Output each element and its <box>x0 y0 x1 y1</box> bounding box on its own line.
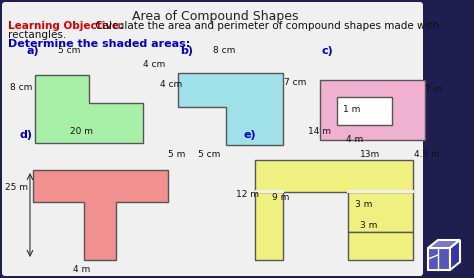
Bar <box>255 192 283 260</box>
Text: Area of Compound Shapes: Area of Compound Shapes <box>132 10 298 23</box>
Text: 4 cm: 4 cm <box>160 80 182 89</box>
Text: 7 cm: 7 cm <box>284 78 306 87</box>
FancyBboxPatch shape <box>2 2 423 276</box>
Polygon shape <box>35 75 143 143</box>
Text: 20 m: 20 m <box>71 127 93 136</box>
Text: 9 m: 9 m <box>272 193 289 202</box>
Bar <box>348 232 413 260</box>
Polygon shape <box>178 73 283 145</box>
Polygon shape <box>33 170 168 260</box>
Text: 14 m: 14 m <box>309 127 331 136</box>
Text: b): b) <box>180 46 193 56</box>
Text: Determine the shaded areas:: Determine the shaded areas: <box>8 39 190 49</box>
Bar <box>255 160 413 192</box>
Text: 8 cm: 8 cm <box>10 83 32 92</box>
Text: 13m: 13m <box>360 150 380 159</box>
Text: 5 m: 5 m <box>168 150 185 159</box>
Text: 5 cm: 5 cm <box>198 150 220 159</box>
Text: 4 cm: 4 cm <box>143 60 165 69</box>
Text: e): e) <box>244 130 256 140</box>
Text: 4.5 m: 4.5 m <box>414 150 440 159</box>
Text: 12 m: 12 m <box>236 190 259 199</box>
Text: 3 m: 3 m <box>360 221 377 230</box>
Text: 5 cm: 5 cm <box>58 46 81 55</box>
Text: Calculate the area and perimeter of compound shapes made with: Calculate the area and perimeter of comp… <box>92 21 439 31</box>
Text: 3 m: 3 m <box>355 200 373 209</box>
Text: 4 m: 4 m <box>346 135 364 144</box>
Bar <box>347 190 414 193</box>
Bar <box>337 97 392 125</box>
Polygon shape <box>450 240 460 270</box>
Text: Learning Objective:: Learning Objective: <box>8 21 123 31</box>
Text: rectangles.: rectangles. <box>8 30 66 40</box>
Bar <box>428 248 450 270</box>
Bar <box>255 190 284 193</box>
Text: 25 m: 25 m <box>5 183 28 192</box>
Text: d): d) <box>20 130 33 140</box>
Text: a): a) <box>27 46 40 56</box>
Text: 8 cm: 8 cm <box>213 46 236 55</box>
Bar <box>320 80 425 140</box>
Polygon shape <box>428 240 460 248</box>
Bar <box>348 192 413 232</box>
Text: c): c) <box>322 46 334 56</box>
Text: 4 m: 4 m <box>73 265 91 274</box>
Text: 1 m: 1 m <box>343 105 360 114</box>
Text: 7 m: 7 m <box>425 85 442 94</box>
